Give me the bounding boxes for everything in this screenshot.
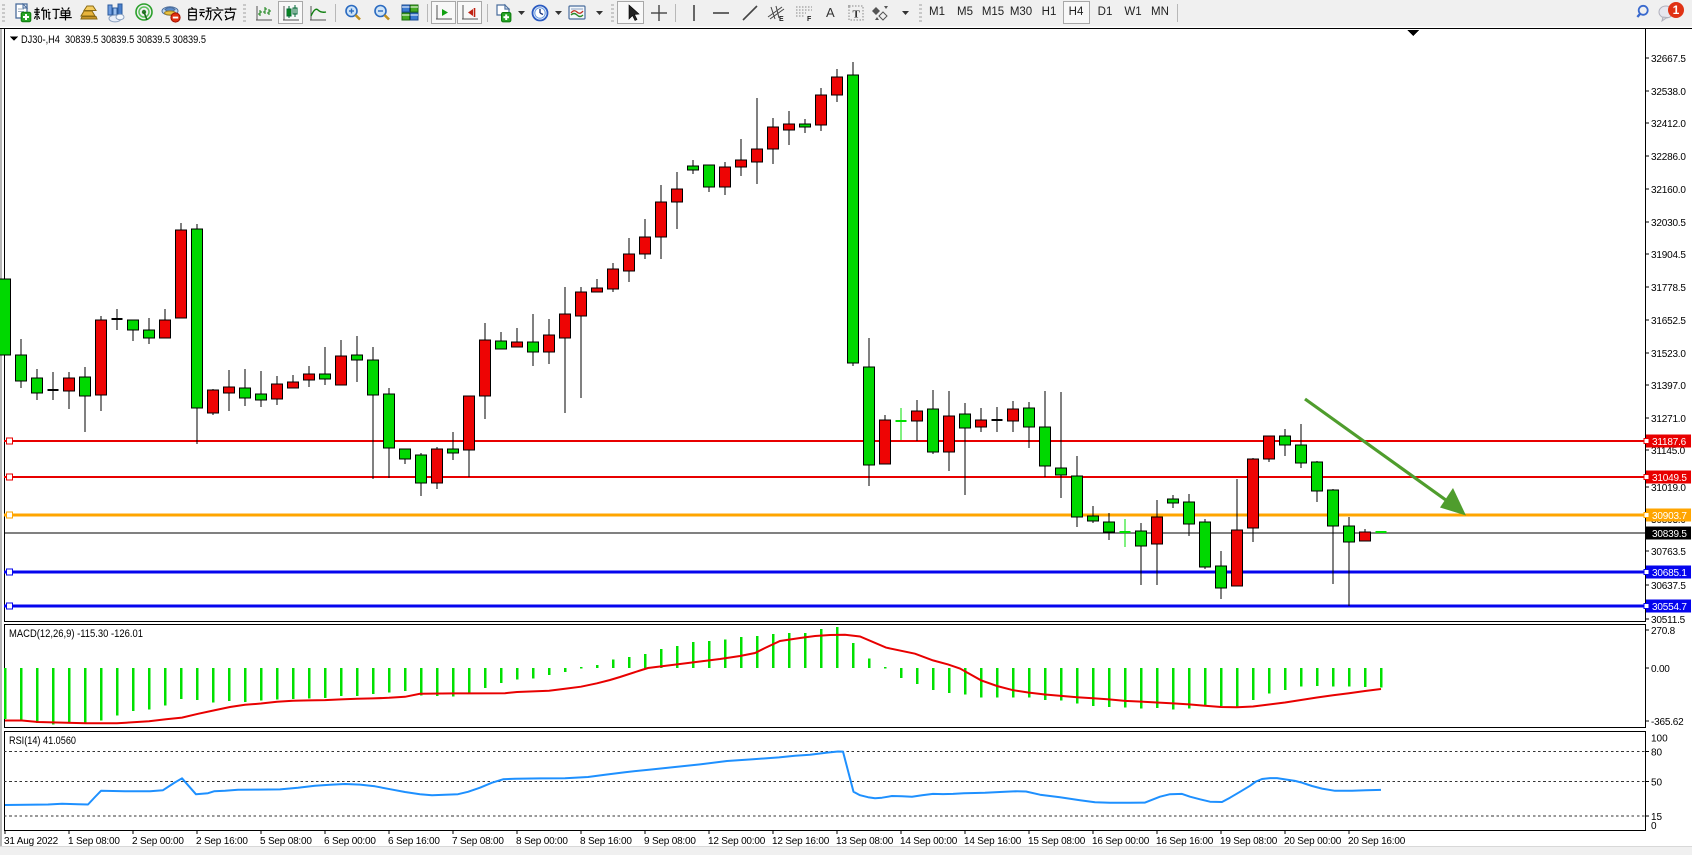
svg-text:32667.5: 32667.5 xyxy=(1651,54,1686,65)
svg-text:31271.0: 31271.0 xyxy=(1651,414,1686,425)
svg-text:31397.0: 31397.0 xyxy=(1651,381,1686,392)
svg-text:T: T xyxy=(853,9,861,21)
svg-text:30554.7: 30554.7 xyxy=(1652,602,1687,613)
svg-text:31523.0: 31523.0 xyxy=(1651,349,1686,360)
svg-text:270.8: 270.8 xyxy=(1651,626,1676,637)
svg-text:MACD(12,26,9) -115.30 -126.01: MACD(12,26,9) -115.30 -126.01 xyxy=(9,628,143,640)
svg-text:DJ30-,H4 30839.5 30839.5 3083: DJ30-,H4 30839.5 30839.5 30839.5 30839.5 xyxy=(21,34,206,46)
svg-text:32538.0: 32538.0 xyxy=(1651,87,1686,98)
svg-text:0: 0 xyxy=(1651,821,1657,832)
svg-text:0.00: 0.00 xyxy=(1651,664,1670,675)
svg-text:31778.5: 31778.5 xyxy=(1651,283,1686,294)
svg-text:32030.5: 32030.5 xyxy=(1651,218,1686,229)
svg-text:31187.6: 31187.6 xyxy=(1652,437,1687,448)
svg-text:31019.0: 31019.0 xyxy=(1651,483,1686,494)
svg-text:32286.0: 32286.0 xyxy=(1651,152,1686,163)
svg-text:E: E xyxy=(779,16,784,23)
svg-text:30903.7: 30903.7 xyxy=(1652,511,1687,522)
svg-text:30637.5: 30637.5 xyxy=(1651,581,1686,592)
svg-text:80: 80 xyxy=(1651,748,1663,759)
svg-text:30685.1: 30685.1 xyxy=(1652,568,1687,579)
svg-text:31652.5: 31652.5 xyxy=(1651,316,1686,327)
svg-text:32160.0: 32160.0 xyxy=(1651,185,1686,196)
svg-text:F: F xyxy=(807,16,812,23)
svg-text:30511.5: 30511.5 xyxy=(1651,615,1686,626)
svg-text:32412.0: 32412.0 xyxy=(1651,119,1686,130)
svg-text:100: 100 xyxy=(1651,734,1668,745)
svg-text:-365.62: -365.62 xyxy=(1651,717,1684,728)
svg-text:50: 50 xyxy=(1651,778,1663,789)
svg-text:31904.5: 31904.5 xyxy=(1651,250,1686,261)
svg-text:31049.5: 31049.5 xyxy=(1652,473,1687,484)
svg-text:30763.5: 30763.5 xyxy=(1651,547,1686,558)
svg-text:30839.5: 30839.5 xyxy=(1652,529,1687,540)
svg-text:RSI(14) 41.0560: RSI(14) 41.0560 xyxy=(9,735,76,747)
